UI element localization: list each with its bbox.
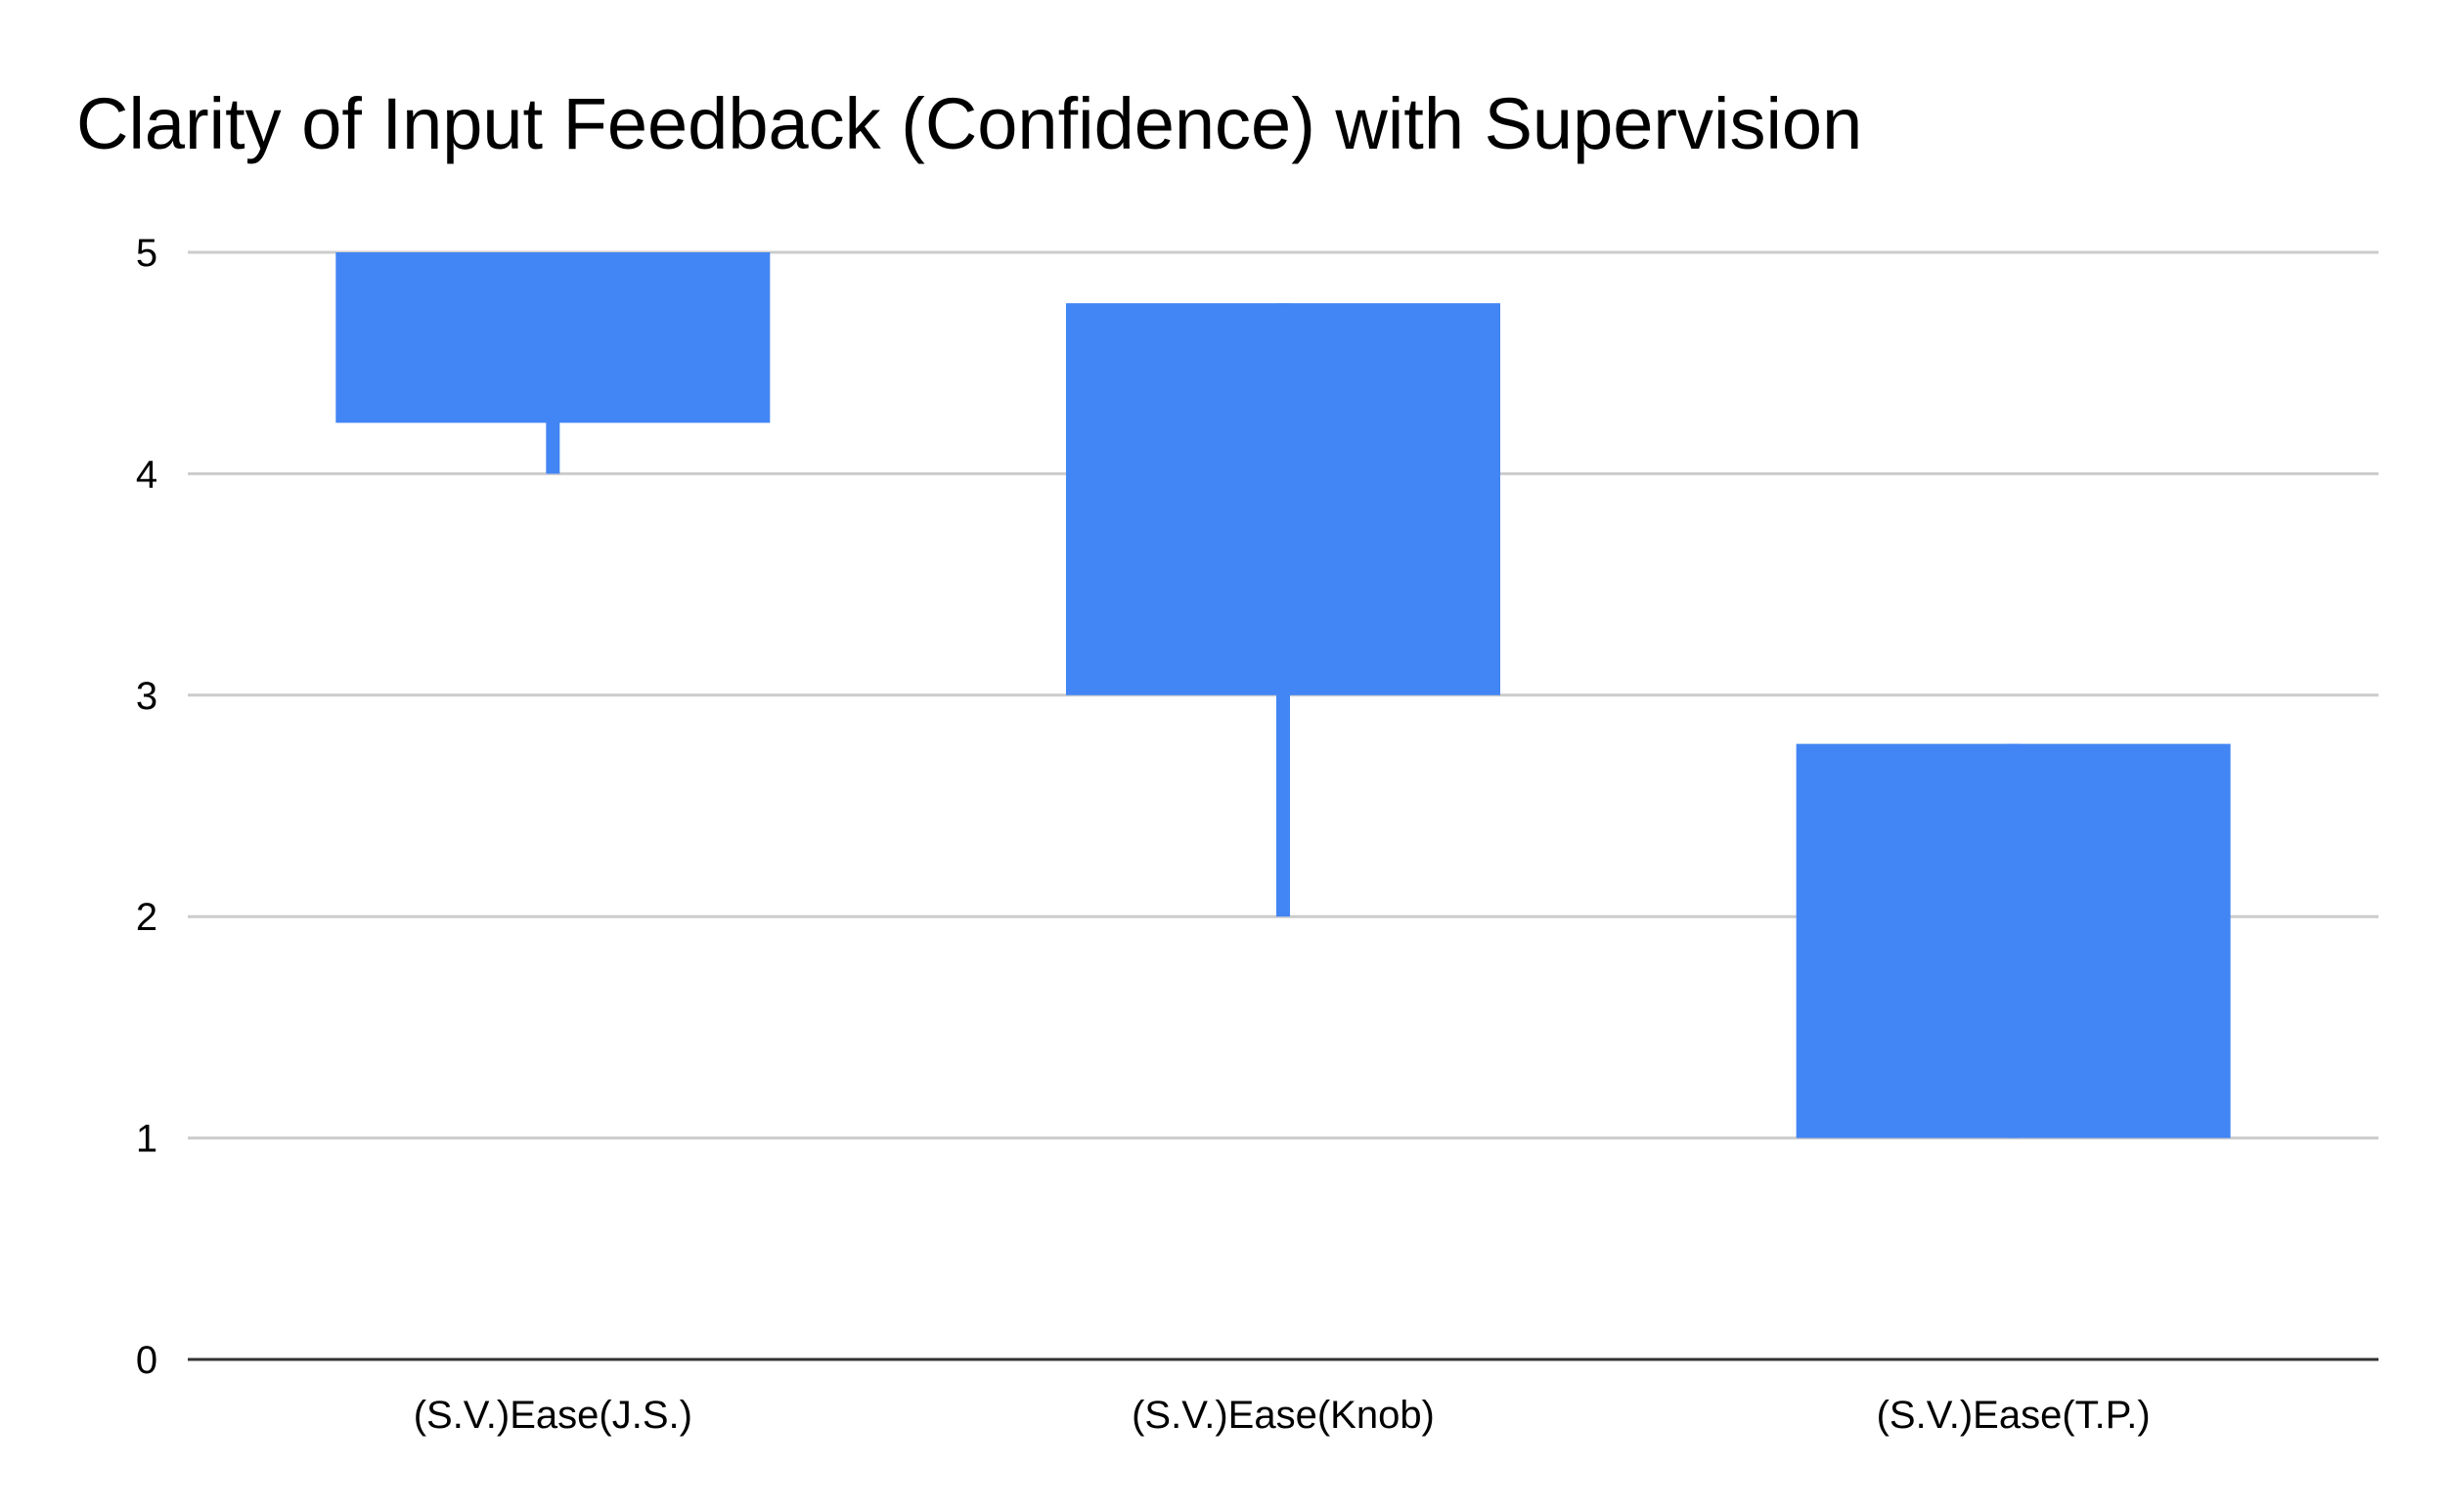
candle-body bbox=[1796, 743, 2231, 1138]
y-tick-label: 2 bbox=[136, 896, 157, 939]
y-tick-label: 4 bbox=[136, 453, 157, 496]
x-tick-label: (S.V.)Ease(T.P.) bbox=[1877, 1394, 2151, 1437]
x-axis-tick-labels: (S.V.)Ease(J.S.) (S.V.)Ease(Knob) (S.V.)Ea… bbox=[414, 1394, 2151, 1437]
y-tick-label: 1 bbox=[136, 1118, 157, 1161]
x-tick-label: (S.V.)Ease(J.S.) bbox=[414, 1394, 692, 1437]
y-tick-label: 3 bbox=[136, 675, 157, 718]
candlesticks bbox=[335, 252, 2231, 1138]
chart-title: Clarity of Input Feedback (Confidence) w… bbox=[76, 83, 1862, 164]
candle-body bbox=[335, 252, 771, 423]
y-axis-tick-labels: 0 1 2 3 4 5 bbox=[136, 232, 157, 1382]
candle-body bbox=[1066, 303, 1500, 695]
x-tick-label: (S.V.)Ease(Knob) bbox=[1132, 1394, 1435, 1437]
y-tick-label: 0 bbox=[136, 1339, 157, 1382]
y-tick-label: 5 bbox=[136, 232, 157, 275]
